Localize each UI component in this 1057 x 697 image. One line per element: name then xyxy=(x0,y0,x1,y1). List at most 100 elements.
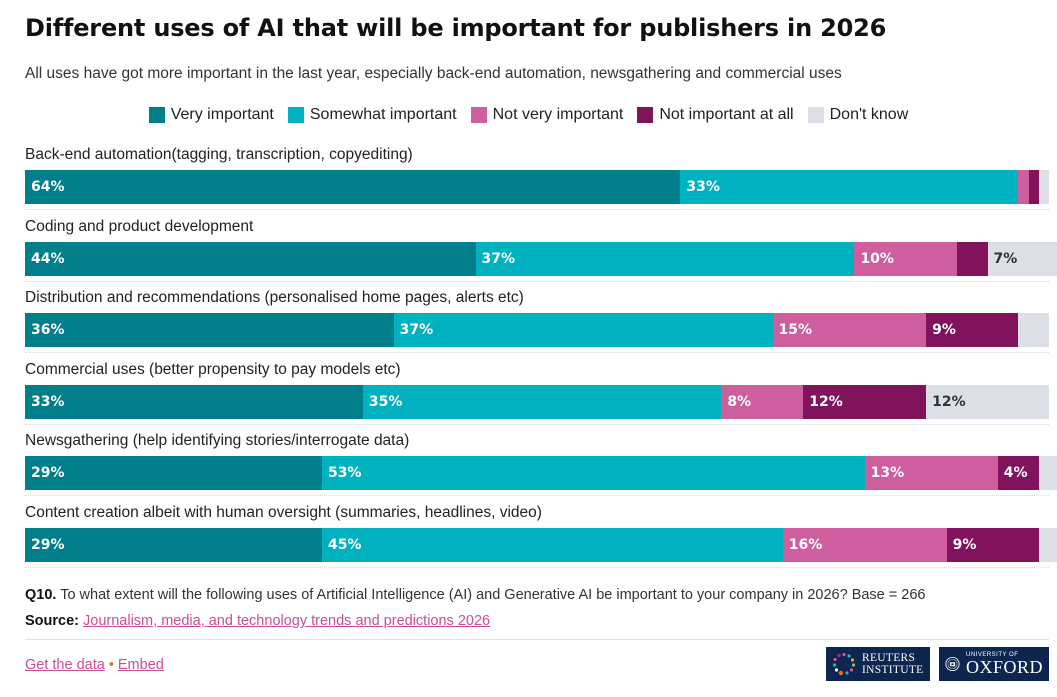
data-label: 9% xyxy=(952,536,977,553)
data-label: 29% xyxy=(31,536,65,553)
bar-segment-not-important-at-all[interactable] xyxy=(946,527,1039,562)
bar-segment-dont-know[interactable] xyxy=(1038,456,1057,490)
legend-swatch xyxy=(807,107,824,123)
data-label: 36% xyxy=(31,322,65,338)
category-label: Commercial uses (better propensity to pa… xyxy=(25,360,401,378)
bar-segment-not-very-important[interactable] xyxy=(864,456,998,490)
bar-segment-somewhat-important[interactable] xyxy=(321,527,783,562)
bar-segment-not-important-at-all[interactable] xyxy=(926,313,1019,347)
category-label: Content creation albeit with human overs… xyxy=(25,503,542,521)
get-the-data-link[interactable]: Get the data xyxy=(25,657,105,673)
stacked-bar: 44% 37% 10% 7% xyxy=(25,241,1057,276)
category-label: Distribution and recommendations (person… xyxy=(25,289,524,306)
data-label: 53% xyxy=(327,465,362,481)
bar-segment-somewhat-important[interactable] xyxy=(321,456,865,490)
data-label: 16% xyxy=(788,536,823,553)
chart-row: Coding and product development 44% 37% 10% 7… xyxy=(25,216,1057,276)
data-label: 8% xyxy=(727,393,752,410)
bar-segment-not-important-at-all[interactable] xyxy=(997,456,1039,490)
bar-segment-somewhat-important[interactable] xyxy=(680,170,1019,204)
bar-segment-very-important[interactable] xyxy=(25,456,322,490)
chart-title: Different uses of AI that will be import… xyxy=(25,14,887,42)
bar-segment-very-important[interactable] xyxy=(25,170,681,204)
bar-segment-not-very-important[interactable] xyxy=(721,384,804,419)
oxford-crest-icon xyxy=(945,656,960,672)
bar-segment-not-very-important[interactable] xyxy=(854,241,957,276)
category-label: Back-end automation(tagging, transcripti… xyxy=(25,146,413,163)
footer-links: Get the data • Embed xyxy=(25,657,164,673)
legend-item-dont-know: Don't know xyxy=(807,106,909,124)
reuters-line2: INSTITUTE xyxy=(862,664,924,676)
reuters-dots-icon xyxy=(832,652,856,676)
chart-row: Back-end automation(tagging, transcripti… xyxy=(25,144,1049,204)
legend-label: Not very important xyxy=(492,106,624,123)
bar-segment-somewhat-important[interactable] xyxy=(362,384,722,419)
legend-swatch xyxy=(148,107,165,123)
data-label: 13% xyxy=(870,465,905,481)
question-text: To what extent will the following uses o… xyxy=(60,587,926,603)
bar-segment-not-important-at-all[interactable] xyxy=(1028,170,1039,204)
oxford-small-text: UNIVERSITY OF xyxy=(965,652,1019,658)
row-divider xyxy=(25,423,1049,425)
stacked-bar: 33% 35% 8% 12% 12% xyxy=(25,384,1049,419)
data-label: 10% xyxy=(860,250,894,267)
stacked-bar: 29% 45% 16% 9% xyxy=(25,527,1057,562)
source-link[interactable]: Journalism, media, and technology trends… xyxy=(83,613,491,629)
chart-row: Content creation albeit with human overs… xyxy=(25,502,1057,562)
bar-segment-not-very-important[interactable] xyxy=(1018,170,1029,204)
legend-swatch xyxy=(287,107,304,123)
embed-link[interactable]: Embed xyxy=(117,657,164,673)
legend-label: Somewhat important xyxy=(309,106,457,123)
data-label: 4% xyxy=(1003,465,1028,481)
row-divider xyxy=(25,495,1049,496)
university-of-oxford-logo[interactable]: UNIVERSITY OF OXFORD xyxy=(939,647,1049,681)
row-divider xyxy=(25,280,1049,282)
separator-dot: • xyxy=(108,657,114,673)
stacked-bar: 29% 53% 13% 4% xyxy=(25,456,1057,490)
bar-segment-dont-know[interactable] xyxy=(1038,527,1057,562)
data-label: 37% xyxy=(481,250,516,267)
stacked-bar: 36% 37% 15% 9% xyxy=(25,313,1049,347)
row-divider xyxy=(25,352,1049,353)
legend: Very important Somewhat important Not very… xyxy=(0,106,1057,124)
bar-segment-somewhat-important[interactable] xyxy=(475,241,855,276)
question-id: Q10. xyxy=(25,587,57,603)
bar-segment-dont-know[interactable] xyxy=(926,384,1049,419)
category-label: Coding and product development xyxy=(25,217,254,235)
source-line: Source: Journalism, media, and technolog… xyxy=(25,613,490,629)
data-label: 35% xyxy=(368,393,403,410)
chart-row: Distribution and recommendations (person… xyxy=(25,287,1049,347)
bar-segment-dont-know[interactable] xyxy=(1018,313,1049,347)
row-divider xyxy=(25,566,1049,568)
bar-segment-very-important[interactable] xyxy=(25,527,322,562)
footer-divider xyxy=(25,639,1049,640)
source-label: Source: xyxy=(25,613,79,629)
bar-segment-somewhat-important[interactable] xyxy=(393,313,773,347)
bar-segment-not-important-at-all[interactable] xyxy=(956,241,988,276)
bar-segment-very-important[interactable] xyxy=(25,313,394,347)
chart-subtitle: All uses have got more important in the … xyxy=(25,65,842,82)
legend-item-not-very-important: Not very important xyxy=(470,106,624,124)
bar-segment-dont-know[interactable] xyxy=(1038,170,1049,204)
stacked-bar: 64% 33% xyxy=(25,170,1049,204)
data-label: 12% xyxy=(932,393,966,410)
data-label: 9% xyxy=(932,322,956,338)
legend-label: Don't know xyxy=(829,106,909,123)
bar-segment-not-very-important[interactable] xyxy=(782,527,947,562)
bar-segment-dont-know[interactable] xyxy=(987,241,1057,276)
legend-label: Very important xyxy=(170,106,274,123)
bar-segment-very-important[interactable] xyxy=(25,384,363,419)
oxford-big-text: OXFORD xyxy=(965,657,1043,677)
data-label: 37% xyxy=(399,322,434,338)
chart-row: Commercial uses (better propensity to pa… xyxy=(25,359,1049,419)
data-label: 29% xyxy=(31,465,65,481)
bar-segment-very-important[interactable] xyxy=(25,241,476,276)
bar-segment-not-important-at-all[interactable] xyxy=(803,384,927,419)
legend-item-somewhat-important: Somewhat important xyxy=(287,106,457,124)
bar-segment-not-very-important[interactable] xyxy=(772,313,927,347)
data-label: 33% xyxy=(31,393,65,410)
reuters-institute-logo[interactable]: REUTERS INSTITUTE xyxy=(826,647,930,681)
data-label: 12% xyxy=(809,393,843,410)
category-label: Newsgathering (help identifying stories/… xyxy=(25,432,410,449)
data-label: 33% xyxy=(686,179,720,195)
